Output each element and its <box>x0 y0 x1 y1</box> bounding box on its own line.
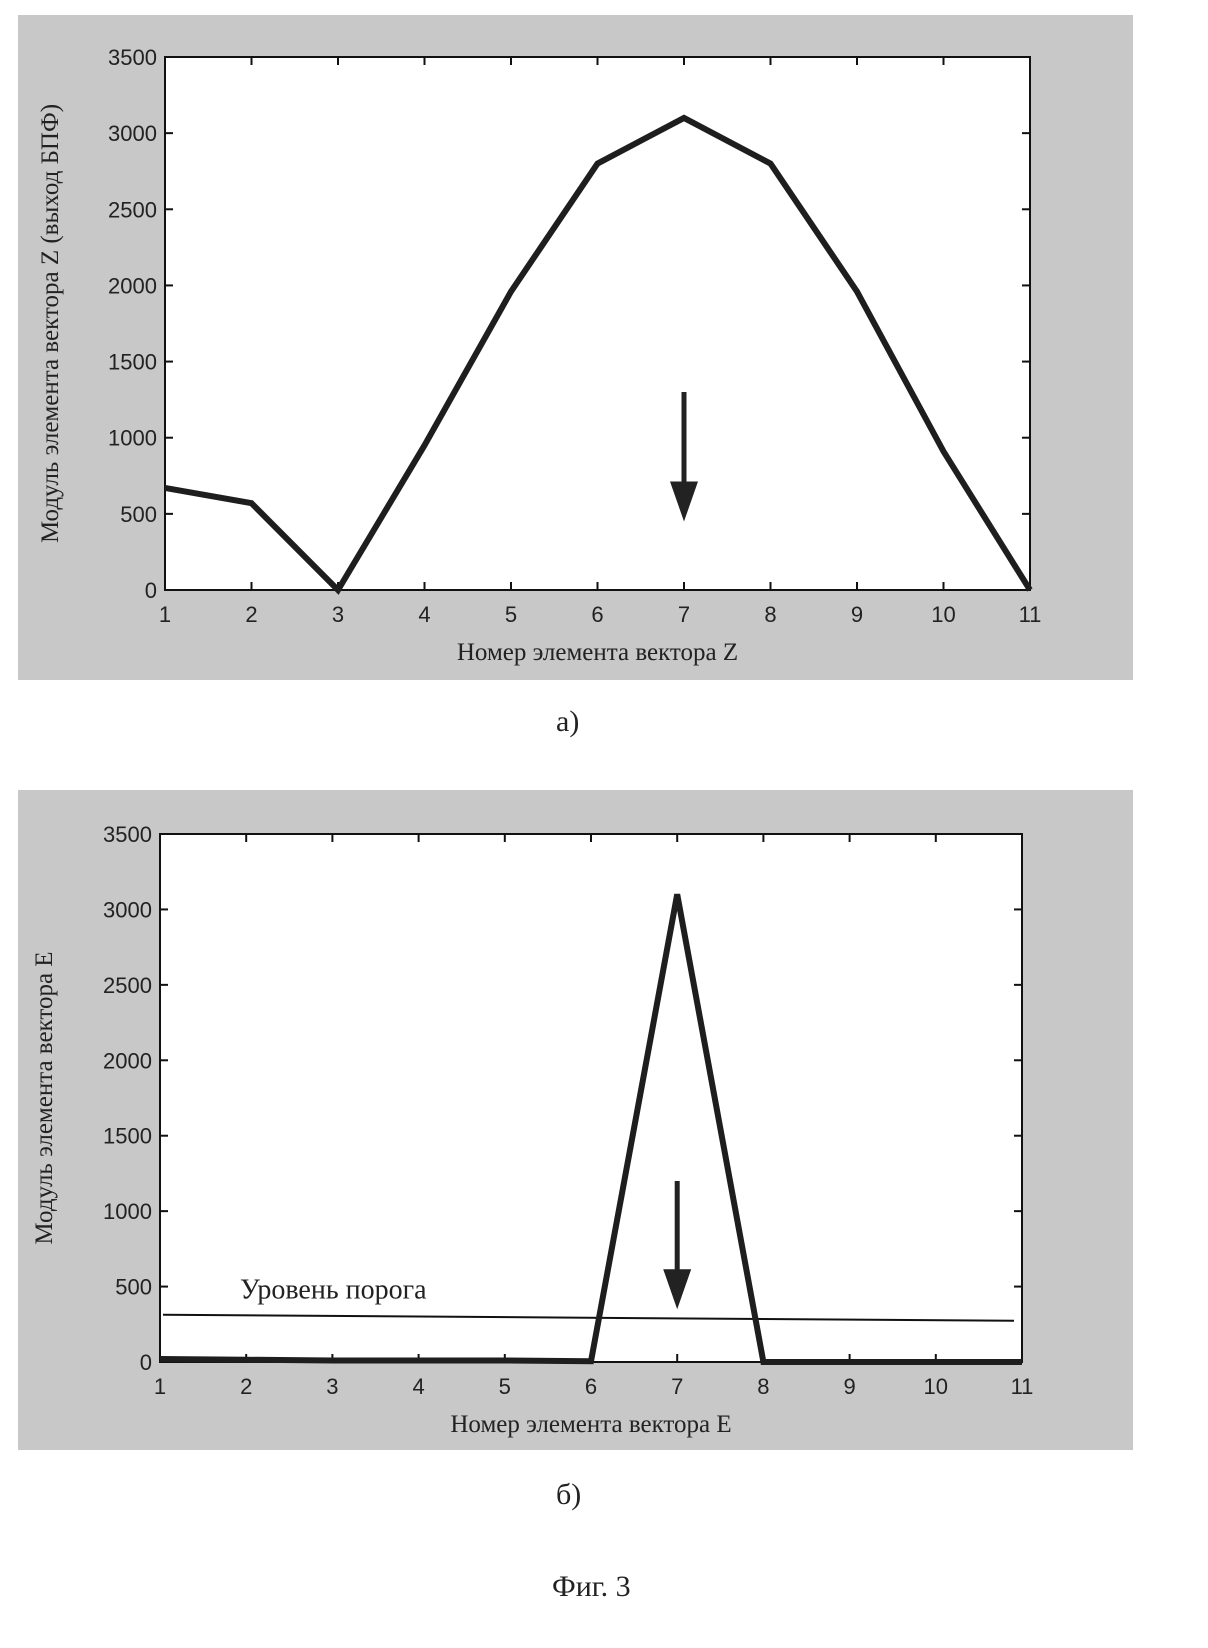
x-tick-label: 6 <box>591 602 603 627</box>
y-tick-label: 500 <box>115 1275 152 1300</box>
y-tick-label: 1000 <box>108 426 157 451</box>
x-tick-label: 1 <box>159 602 171 627</box>
plot-area <box>165 57 1030 590</box>
x-tick-label: 9 <box>843 1374 855 1399</box>
x-tick-label: 7 <box>671 1374 683 1399</box>
y-tick-label: 0 <box>140 1350 152 1375</box>
x-tick-label: 1 <box>154 1374 166 1399</box>
y-tick-label: 1500 <box>103 1124 152 1149</box>
y-tick-label: 3000 <box>103 897 152 922</box>
x-axis-label: Номер элемента вектора Z <box>457 639 738 666</box>
x-axis-label: Номер элемента вектора E <box>450 1411 731 1438</box>
x-tick-label: 2 <box>240 1374 252 1399</box>
x-tick-label: 9 <box>851 602 863 627</box>
x-tick-label: 8 <box>764 602 776 627</box>
y-tick-label: 2500 <box>103 973 152 998</box>
x-tick-label: 6 <box>585 1374 597 1399</box>
y-tick-label: 500 <box>120 502 157 527</box>
y-tick-label: 1000 <box>103 1199 152 1224</box>
y-tick-label: 2000 <box>108 273 157 298</box>
x-tick-label: 3 <box>326 1374 338 1399</box>
y-tick-label: 2000 <box>103 1048 152 1073</box>
x-tick-label: 5 <box>499 1374 511 1399</box>
x-tick-label: 5 <box>505 602 517 627</box>
threshold-label: Уровень порога <box>240 1275 427 1306</box>
y-axis-label: Модуль элемента вектора Z (выход БПФ) <box>37 104 64 543</box>
y-axis-label: Модуль элемента вектора E <box>31 951 58 1244</box>
figure: 1234567891011050010001500200025003000350… <box>0 0 1208 1648</box>
x-tick-label: 4 <box>418 602 430 627</box>
x-tick-label: 7 <box>678 602 690 627</box>
figure-caption: Фиг. 3 <box>552 1570 631 1604</box>
y-tick-label: 3500 <box>108 45 157 70</box>
x-tick-label: 4 <box>412 1374 424 1399</box>
chart-b: 1 2 3 4 5 6 7 8 9 10 11 0 500 1000 1500 2000 2500 3000 350… <box>18 790 1133 1450</box>
y-tick-label: 2500 <box>108 197 157 222</box>
caption-a: а) <box>556 705 579 739</box>
x-tick-label: 10 <box>931 602 955 627</box>
chart-a: 1 2 3 4 5 6 7 8 9 10 11 0 500 1000 1500 2000 2500 3000 350… <box>18 15 1133 680</box>
x-tick-label: 11 <box>1011 1374 1034 1399</box>
x-tick-label: 10 <box>924 1374 948 1399</box>
x-tick-label: 11 <box>1019 602 1042 627</box>
y-tick-label: 1500 <box>108 350 157 375</box>
y-tick-label: 3500 <box>103 822 152 847</box>
x-tick-label: 8 <box>757 1374 769 1399</box>
caption-b: б) <box>556 1478 581 1512</box>
y-tick-label: 3000 <box>108 121 157 146</box>
x-tick-label: 2 <box>245 602 257 627</box>
y-tick-label: 0 <box>145 578 157 603</box>
x-tick-label: 3 <box>332 602 344 627</box>
